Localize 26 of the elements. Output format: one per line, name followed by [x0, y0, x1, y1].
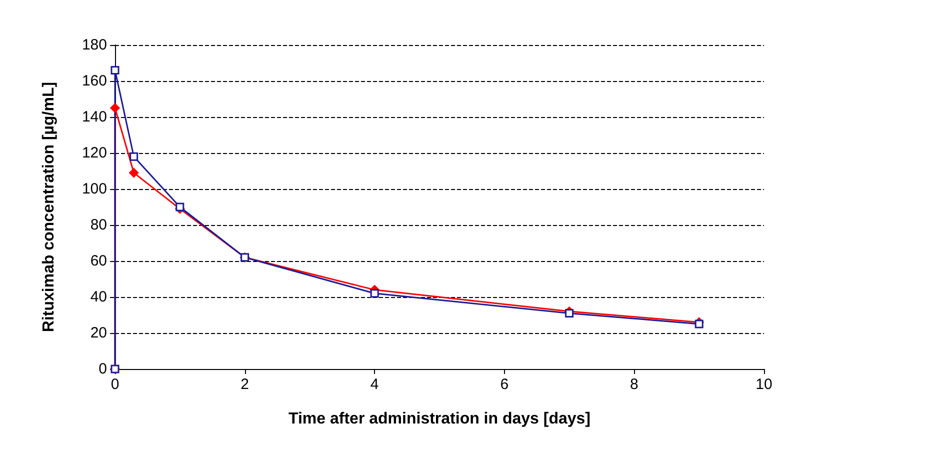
x-tick-label: 10 [756, 376, 772, 393]
x-axis-title: Time after administration in days [days] [288, 410, 591, 428]
x-tick-label: 6 [500, 376, 509, 393]
y-tick-label: 60 [90, 252, 107, 270]
y-tick-label: 100 [82, 180, 107, 198]
point [110, 103, 120, 113]
x-tick-label: 4 [370, 376, 379, 393]
y-tick-label: 180 [82, 36, 107, 54]
y-tick-label: 80 [90, 216, 107, 234]
point [130, 152, 138, 161]
y-tick-label: 0 [98, 360, 107, 378]
point [110, 66, 120, 74]
point [129, 168, 139, 178]
y-tick-label: 120 [82, 144, 107, 162]
y-tick-label: 160 [82, 72, 107, 90]
y-axis-title: Rituximab concentration [µg/mL] [40, 82, 58, 332]
y-tick-label: 140 [82, 108, 107, 126]
x-tick-label: 0 [110, 376, 120, 393]
point [370, 289, 379, 298]
point [176, 202, 184, 212]
y-tick-label: 40 [90, 288, 107, 306]
x-tick-label: 2 [240, 376, 249, 393]
y-tick-label: 20 [90, 324, 107, 342]
x-tick-label: 8 [630, 376, 638, 393]
point [694, 320, 704, 328]
point [565, 308, 574, 318]
